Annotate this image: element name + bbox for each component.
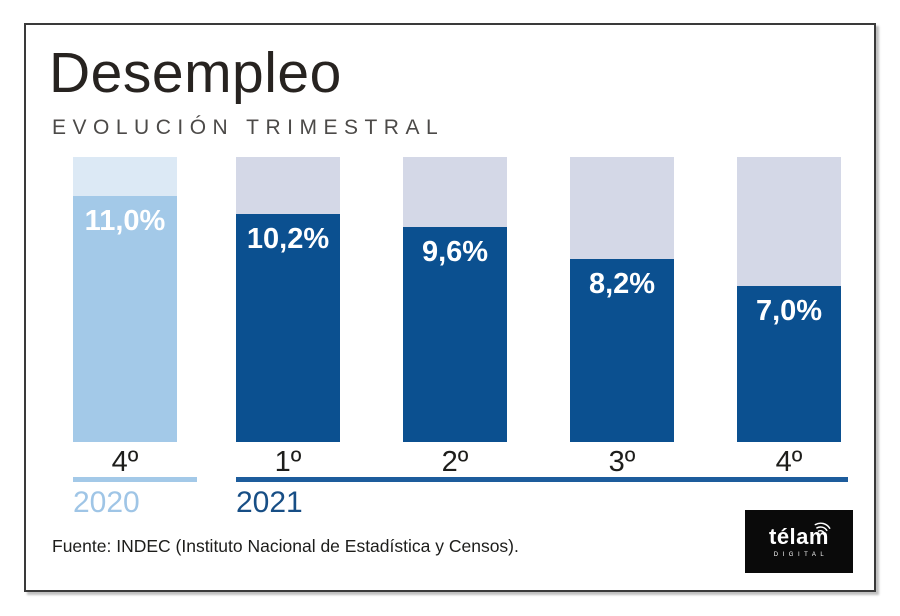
bar-fill: 11,0% [73, 196, 177, 442]
bar: 11,0% [73, 157, 177, 442]
bar-cap [73, 157, 177, 197]
bar-fill: 8,2% [570, 258, 674, 442]
bar-cap [570, 157, 674, 259]
bar-value-label: 11,0% [84, 205, 166, 238]
year-2020-axis-line [73, 477, 197, 482]
year-2021-axis-line [236, 477, 848, 482]
bar-value-label: 9,6% [421, 236, 489, 269]
telam-logo-word: télam [769, 522, 831, 549]
telam-logo-subtext: DIGITAL [773, 551, 829, 558]
telam-logo: télam DIGITAL [745, 510, 853, 573]
year-label-2020: 2020 [73, 486, 140, 519]
x-axis-label: 3º [608, 446, 636, 478]
bar: 8,2% [570, 157, 674, 442]
page-title: Desempleo [49, 41, 342, 105]
x-axis-label: 1º [274, 446, 302, 478]
x-axis-label: 2º [441, 446, 469, 478]
bar: 10,2% [236, 157, 340, 442]
bar-cap [737, 157, 841, 286]
source-note: Fuente: INDEC (Instituto Nacional de Est… [52, 536, 519, 556]
wifi-icon [813, 513, 835, 533]
bar: 7,0% [737, 157, 841, 442]
bar-value-label: 7,0% [755, 294, 823, 327]
bar-value-label: 8,2% [588, 267, 656, 300]
telam-logo-text: télam [769, 523, 829, 549]
bar-value-label: 10,2% [246, 223, 330, 255]
year-label-2021: 2021 [236, 486, 303, 519]
bar-cap [403, 157, 507, 228]
x-axis-label: 4º [775, 446, 803, 478]
x-axis-label: 4º [111, 446, 139, 478]
bar-fill: 9,6% [403, 227, 507, 442]
bar-fill: 10,2% [236, 214, 340, 442]
bar-cap [236, 157, 340, 214]
page-subtitle: EVOLUCIÓN TRIMESTRAL [52, 116, 445, 139]
bar: 9,6% [403, 157, 507, 442]
bar-fill: 7,0% [737, 285, 841, 442]
